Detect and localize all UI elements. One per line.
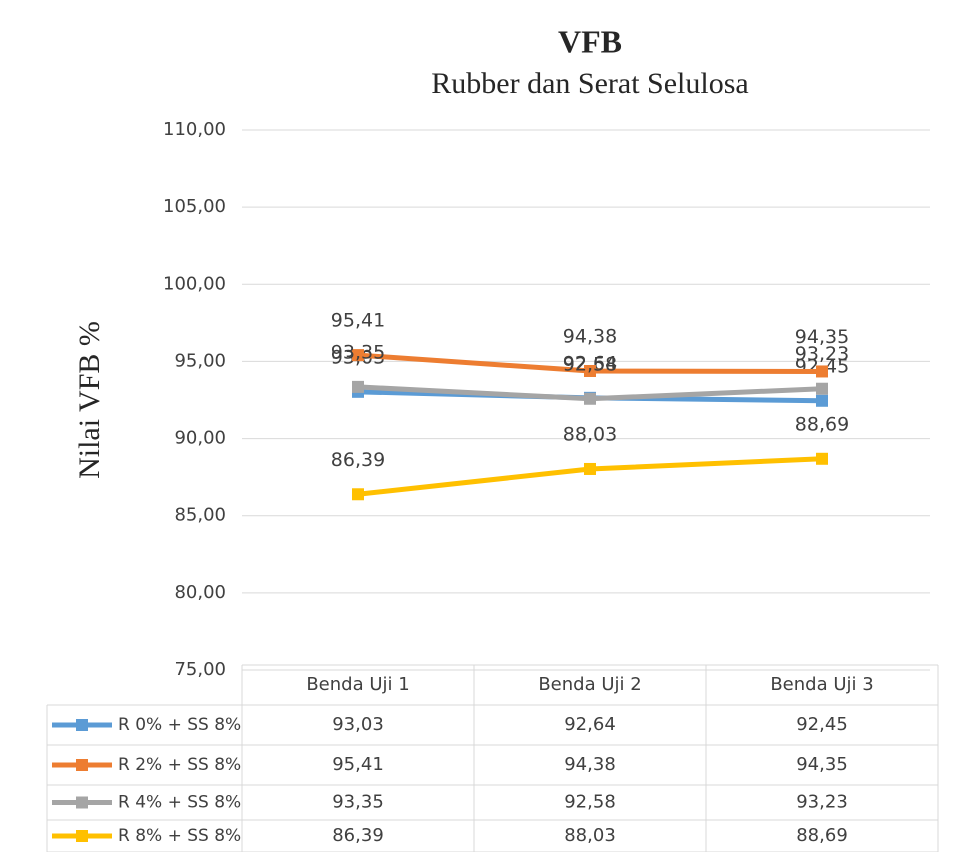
data-label: 92,58 [563,353,617,375]
data-label: 88,03 [563,423,617,445]
chart-subtitle: Rubber dan Serat Selulosa [431,67,748,100]
data-label: 93,23 [795,343,849,365]
marker [352,380,364,393]
y-tick-label: 80,00 [174,582,226,603]
table-cell: 92,45 [796,714,848,735]
table-cell: 93,03 [332,714,384,735]
table-cell: 94,38 [564,754,616,775]
data-label: 86,39 [331,449,385,471]
y-tick-label: 75,00 [174,659,226,680]
marker [816,452,828,465]
data-label: 94,38 [563,325,617,347]
data-label: 88,69 [795,413,849,435]
table-header: Benda Uji 2 [538,674,641,695]
marker [584,392,596,405]
legend-marker [76,759,88,771]
y-tick-label: 110,00 [163,119,226,140]
legend-label: R 4% + SS 8% [118,793,241,813]
table-cell: 86,39 [332,825,384,846]
y-tick-label: 105,00 [163,196,226,217]
marker [584,364,596,377]
table-cell: 88,03 [564,825,616,846]
table-cell: 92,58 [564,792,616,813]
table-cell: 88,69 [796,825,848,846]
y-axis-title: Nilai VFB % [73,321,106,479]
legend-marker [76,830,88,842]
marker [816,382,828,395]
marker [816,394,828,407]
chart-title: VFB [558,23,622,59]
marker [584,462,596,475]
marker [352,488,364,501]
legend-label: R 0% + SS 8% [118,715,241,735]
data-label: 93,35 [331,341,385,363]
data-label: 94,35 [795,326,849,348]
y-tick-label: 85,00 [174,505,226,526]
y-tick-label: 100,00 [163,273,226,294]
table-cell: 93,23 [796,792,848,813]
table-cell: 92,64 [564,714,616,735]
legend-marker [76,796,88,809]
y-tick-label: 90,00 [174,428,226,449]
legend-label: R 8% + SS 8% [118,826,241,846]
table-cell: 95,41 [332,754,384,775]
table-cell: 93,35 [332,792,384,813]
marker [816,365,828,378]
legend-marker [76,719,88,731]
table-header: Benda Uji 3 [770,674,873,695]
marker [352,349,364,362]
data-label: 95,41 [331,310,385,332]
legend-label: R 2% + SS 8% [118,755,241,775]
y-tick-label: 95,00 [174,350,226,371]
table-header: Benda Uji 1 [306,674,409,695]
table-cell: 94,35 [796,754,848,775]
